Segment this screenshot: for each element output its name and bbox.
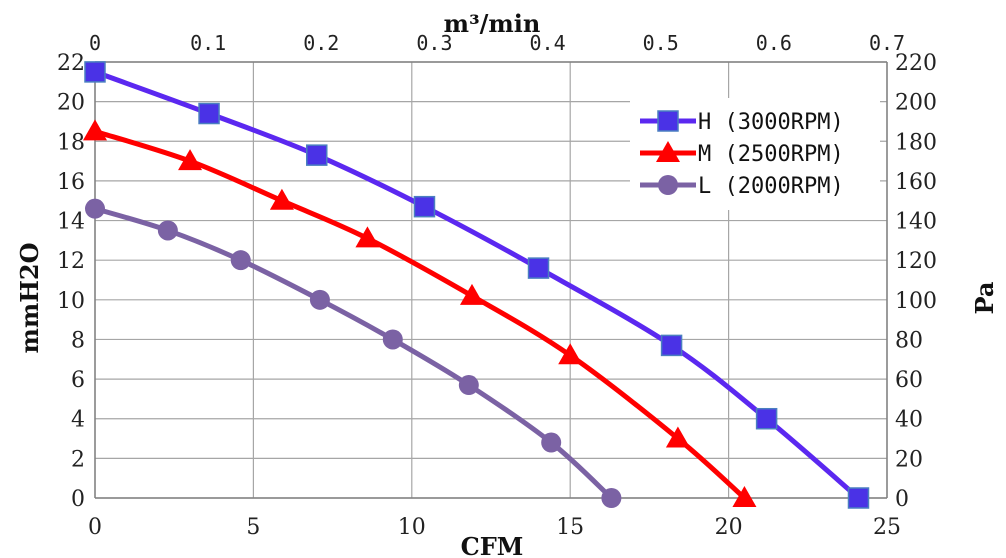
data-point-h — [198, 102, 220, 125]
data-point-h — [84, 61, 106, 83]
data-point-h — [527, 257, 550, 279]
data-point-m — [558, 343, 583, 365]
data-point-l — [309, 289, 330, 310]
y-tick-label: 8 — [71, 328, 85, 353]
legend-label-l: L (2000RPM) — [698, 174, 844, 199]
y2-tick-label: 180 — [895, 130, 937, 155]
legend: H (3000RPM) M (2500RPM) L (2000RPM) — [630, 98, 880, 210]
data-point-l — [230, 250, 251, 271]
x2-tick-label: 0.4 — [530, 31, 566, 55]
y-tick-label: 18 — [57, 130, 85, 155]
legend-marker-l — [658, 175, 678, 195]
x2-tick-label: 0.1 — [190, 31, 226, 55]
legend-marker-h — [657, 110, 679, 132]
y2-tick-label: 40 — [895, 408, 923, 433]
y-tick-label: 22 — [57, 51, 85, 76]
x-tick-label: 25 — [873, 515, 901, 540]
y2-tick-label: 140 — [895, 210, 937, 235]
data-point-l — [85, 198, 105, 219]
x2-tick-label: 0.5 — [643, 31, 679, 55]
data-point-m — [355, 226, 380, 248]
data-point-l — [541, 432, 562, 453]
x2-tick-label: 0.7 — [869, 31, 905, 55]
data-point-m — [178, 149, 203, 171]
data-point-h — [306, 144, 328, 166]
data-point-m — [269, 188, 294, 210]
y2-tick-label: 0 — [895, 487, 909, 512]
data-point-h — [847, 487, 870, 509]
x-tick-label: 20 — [715, 515, 743, 540]
y-tick-label: 10 — [57, 289, 85, 314]
series-line-m — [92, 128, 747, 501]
data-point-l — [157, 220, 178, 241]
y2-tick-label: 20 — [895, 447, 923, 472]
x2-tick-label: 0.3 — [416, 31, 452, 55]
y-tick-label: 4 — [71, 408, 85, 433]
tick-labels: 0246810121416182022020406080100120140160… — [57, 31, 937, 540]
y-tick-label: 16 — [57, 170, 85, 195]
legend-label-m: M (2500RPM) — [698, 142, 844, 167]
y-axis-title: mmH2O — [15, 242, 44, 353]
y2-tick-label: 60 — [895, 368, 923, 393]
x-tick-label: 10 — [398, 515, 426, 540]
y2-tick-label: 100 — [895, 289, 937, 314]
y2-axis-title: Pa — [970, 282, 999, 315]
x2-tick-label: 0.2 — [303, 31, 339, 55]
data-point-l — [601, 488, 622, 508]
data-point-l — [382, 329, 403, 350]
y2-tick-label: 80 — [895, 328, 923, 353]
data-point-m — [459, 283, 484, 305]
x-axis-title: CFM — [461, 532, 524, 558]
x2-tick-label: 0.6 — [756, 31, 792, 55]
legend-label-h: H (3000RPM) — [698, 110, 844, 135]
x-tick-label: 0 — [88, 515, 102, 540]
y-tick-label: 12 — [57, 249, 85, 274]
x2-tick-label: 0 — [89, 31, 101, 55]
data-point-m — [665, 426, 690, 448]
data-point-m — [83, 119, 107, 141]
data-point-h — [755, 407, 778, 430]
x2-axis-title: m³/min — [444, 9, 541, 38]
x-tick-label: 5 — [246, 515, 260, 540]
y2-tick-label: 120 — [895, 249, 937, 274]
y2-tick-label: 200 — [895, 91, 937, 116]
y-tick-label: 6 — [71, 368, 85, 393]
y-tick-label: 0 — [71, 487, 85, 512]
x-tick-label: 15 — [556, 515, 584, 540]
y-tick-label: 2 — [71, 447, 85, 472]
series-group — [83, 61, 870, 509]
data-point-l — [458, 375, 479, 396]
legend-marker-m — [656, 141, 680, 162]
y-tick-label: 20 — [57, 91, 85, 116]
data-point-h — [413, 195, 436, 218]
y2-tick-label: 160 — [895, 170, 937, 195]
y-tick-label: 14 — [57, 210, 85, 235]
data-point-m — [732, 486, 757, 507]
data-point-h — [660, 334, 683, 357]
y2-tick-label: 220 — [895, 51, 937, 76]
